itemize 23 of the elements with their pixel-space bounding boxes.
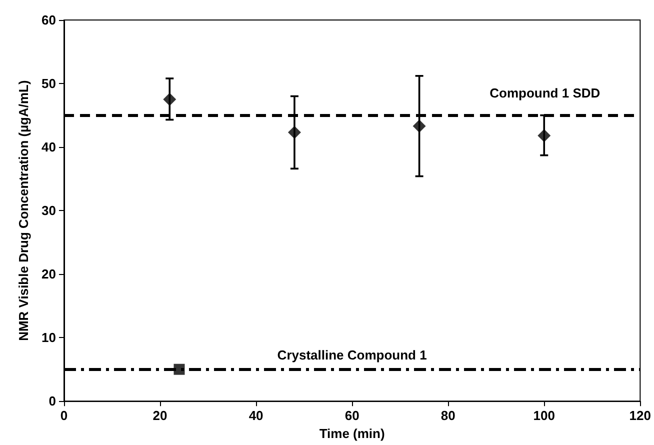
y-tick-label: 50	[42, 76, 56, 92]
x-tick-label: 60	[344, 408, 360, 424]
y-tick-label: 40	[42, 140, 56, 155]
x-tick-label: 100	[533, 408, 555, 424]
point	[163, 92, 176, 106]
x-tick-label: 0	[60, 408, 68, 424]
y-tick-label: 10	[42, 330, 56, 346]
y-tick-label: 0	[48, 394, 56, 409]
x-tick-label: 80	[440, 408, 456, 424]
point	[288, 126, 301, 139]
x-axis-title: Time (min)	[319, 426, 385, 441]
y-axis-title: NMR Visible Drug Concentration (µgA/mL)	[16, 80, 31, 341]
ref-line-label: Crystalline Compound 1	[277, 347, 427, 362]
y-tick-label: 60	[42, 12, 56, 28]
y-tick-label: 30	[42, 203, 56, 218]
x-tick-label: 40	[248, 408, 264, 424]
x-tick-label: 120	[629, 408, 652, 424]
point	[412, 120, 426, 133]
point	[538, 129, 551, 142]
ref-line-label: Compound 1 SDD	[490, 85, 600, 100]
point	[174, 364, 185, 375]
y-tick-label: 20	[42, 266, 56, 282]
x-tick-label: 20	[152, 408, 168, 424]
